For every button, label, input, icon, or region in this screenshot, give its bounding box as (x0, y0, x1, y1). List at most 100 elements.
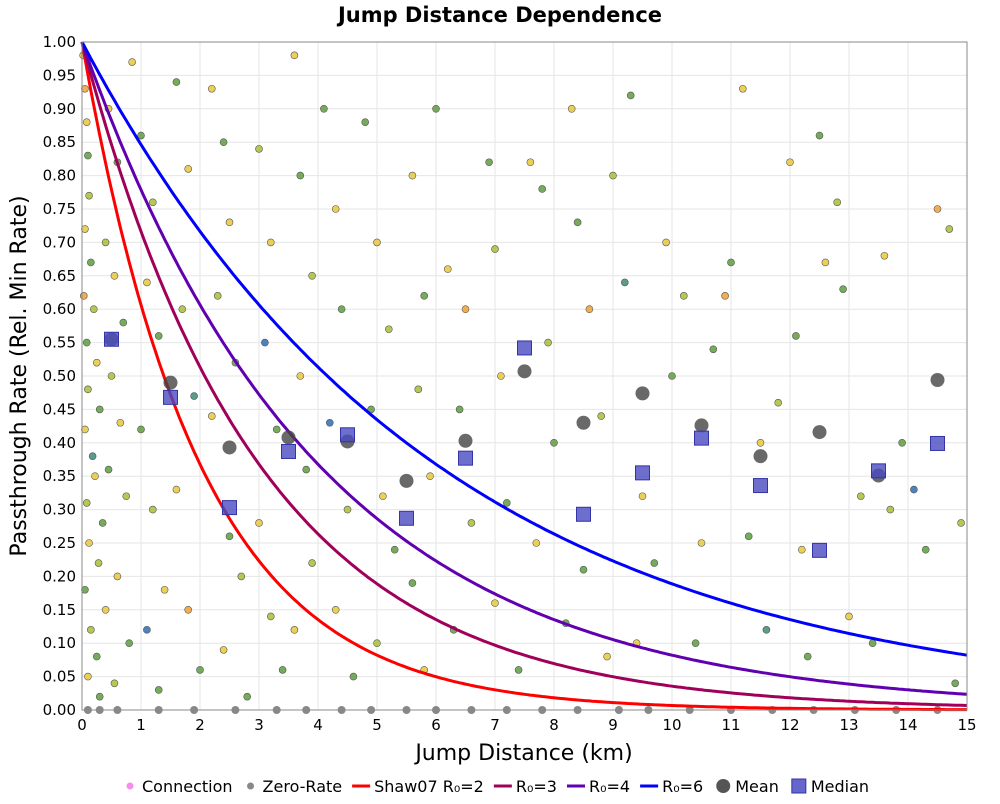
connection-point (626, 91, 635, 100)
connection-point (122, 492, 131, 501)
median-marker (635, 465, 650, 481)
connection-point (485, 158, 493, 167)
connection-point (792, 332, 800, 340)
connection-point (343, 505, 352, 514)
mean-marker (576, 415, 591, 430)
connection-point (290, 626, 299, 634)
connection-point (727, 258, 735, 267)
connection-point (839, 285, 847, 293)
legend-label: R₀=4 (589, 777, 630, 796)
median-marker (812, 542, 827, 558)
connection-point (237, 572, 246, 581)
connection-point (898, 438, 906, 447)
connection-point (390, 545, 399, 554)
connection-point (81, 84, 89, 93)
connection-point (84, 385, 92, 394)
connection-point (110, 271, 119, 280)
connection-point (910, 485, 918, 494)
connection-point (308, 271, 316, 280)
connection-point (85, 539, 93, 547)
legend-swatch (247, 782, 255, 790)
connection-point (82, 499, 91, 507)
connection-point (567, 105, 576, 113)
connection-point (650, 559, 659, 567)
y-tick-label: 0.70 (43, 233, 76, 251)
y-tick-label: 0.10 (43, 634, 76, 652)
connection-point (379, 492, 387, 501)
curve-r0-4 (80, 41, 968, 696)
connection-point (880, 251, 889, 260)
connection-point (143, 278, 151, 287)
connection-point (620, 278, 629, 287)
connection-point (266, 238, 275, 247)
connection-point (225, 218, 234, 227)
median-marker (399, 510, 414, 526)
connection-point (308, 559, 316, 567)
mean-marker (458, 433, 473, 448)
connection-point (691, 639, 700, 648)
connection-point (95, 405, 104, 414)
connection-point (107, 372, 116, 380)
y-tick-label: 0.05 (43, 668, 76, 686)
connection-point (951, 679, 960, 688)
connection-point (821, 258, 830, 267)
y-tick-label: 0.80 (43, 167, 76, 185)
connection-point (762, 626, 771, 634)
connection-point (85, 191, 93, 200)
connection-point (110, 679, 119, 688)
median-marker (930, 435, 945, 451)
curve-r0-3 (80, 41, 968, 707)
y-tick-label: 0.75 (43, 200, 76, 218)
connection-point (579, 565, 588, 574)
connection-point (957, 519, 965, 527)
connection-point (868, 639, 877, 648)
connection-point (290, 51, 299, 60)
x-tick-label: 12 (780, 716, 799, 734)
connection-point (573, 218, 582, 227)
legend-swatch (126, 782, 134, 790)
legend-swatch (716, 779, 731, 793)
connection-point (467, 519, 476, 527)
bin-stats (104, 331, 945, 558)
connection-point (597, 412, 606, 420)
connection-point (544, 338, 552, 347)
connection-point (296, 171, 305, 180)
y-tick-label: 1.00 (43, 33, 76, 51)
connection-point (373, 238, 381, 247)
connection-point (603, 652, 611, 661)
connection-point (92, 358, 101, 367)
mean-marker (635, 386, 650, 401)
x-tick-label: 4 (313, 716, 323, 734)
connection-point (886, 505, 895, 514)
mean-marker (694, 418, 709, 433)
y-tick-label: 0.85 (43, 133, 76, 151)
median-marker (281, 443, 296, 459)
median-marker (163, 389, 178, 405)
connection-point (550, 438, 558, 447)
connection-point (90, 305, 98, 314)
connection-point (774, 398, 783, 407)
x-tick-label: 3 (254, 716, 264, 734)
legend: Connection Zero-Rate Shaw07 R₀=2 R₀=3 R₀=4 R₀… (126, 777, 869, 796)
connection-point (497, 372, 505, 380)
connection-point (101, 238, 110, 247)
connection-point (638, 492, 647, 501)
legend-label: Shaw07 R₀=2 (374, 777, 484, 796)
connection-point (154, 332, 163, 340)
connection-point (786, 158, 794, 167)
connection-point (491, 245, 499, 253)
connection-point (856, 492, 865, 501)
connection-point (87, 258, 95, 267)
connection-point (502, 499, 511, 507)
connection-point (526, 158, 535, 167)
connection-point (272, 425, 281, 434)
connection-point (243, 692, 251, 701)
grid (81, 41, 968, 711)
connection-point (154, 686, 163, 694)
y-tick-label: 0.65 (43, 267, 76, 285)
connection-point (119, 318, 128, 327)
connection-point (137, 131, 145, 140)
connection-point (81, 585, 89, 594)
connection-point (184, 605, 192, 614)
y-tick-label: 0.00 (43, 701, 76, 719)
